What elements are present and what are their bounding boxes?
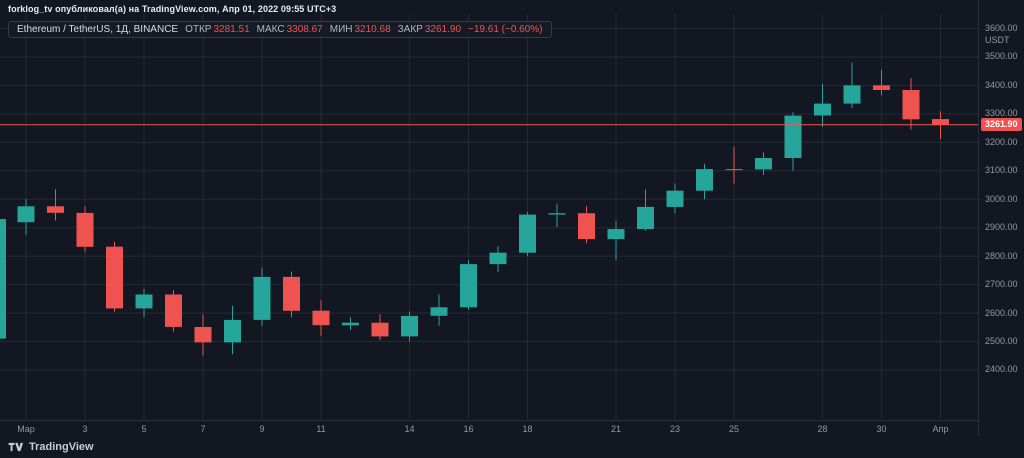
last-price-tag: 3261.90 bbox=[981, 117, 1022, 131]
ohlc-close: ЗАКР 3261.90 bbox=[398, 24, 461, 35]
candle-body bbox=[135, 294, 153, 309]
publish-info: forklog_tv опубликовал(а) на TradingView… bbox=[8, 4, 337, 14]
time-axis-label: 18 bbox=[522, 424, 533, 434]
price-axis-label: 2800.00 bbox=[985, 250, 1018, 261]
price-axis-label: 2600.00 bbox=[985, 307, 1018, 318]
candle-body bbox=[283, 276, 300, 311]
time-axis-label: 23 bbox=[669, 424, 681, 434]
time-axis-label: Апр bbox=[932, 424, 949, 434]
low-value: 3210.68 bbox=[354, 24, 391, 35]
header-bar: forklog_tv опубликовал(а) на TradingView… bbox=[0, 0, 1024, 16]
high-value: 3308.67 bbox=[286, 24, 323, 35]
price-axis-label: 2500.00 bbox=[985, 335, 1018, 346]
tradingview-logo-text: TradingView bbox=[29, 441, 94, 453]
price-axis-label: 2700.00 bbox=[985, 279, 1018, 290]
candle-body bbox=[47, 206, 64, 213]
candle-body bbox=[519, 214, 536, 253]
candle-body bbox=[224, 319, 241, 343]
candle-body bbox=[843, 85, 861, 104]
time-axis[interactable]: Мар 3 5 7 9 11 14 16 18 21 23 25 28 30 Апр bbox=[0, 420, 1024, 436]
candle-body bbox=[873, 85, 890, 90]
price-axis-label: 3300.00 bbox=[985, 108, 1018, 119]
candle-body bbox=[607, 229, 625, 240]
time-axis-label: 11 bbox=[316, 424, 326, 434]
time-axis-label: 5 bbox=[141, 424, 147, 434]
time-axis-label: 9 bbox=[259, 424, 265, 434]
price-axis[interactable]: USDT 3261.90 3600.00 3500.00 3400.00 3300.0… bbox=[978, 0, 1024, 436]
candle-body bbox=[637, 206, 654, 230]
candle-body bbox=[371, 322, 389, 337]
candle-body bbox=[755, 158, 772, 170]
candle-body bbox=[312, 310, 330, 326]
tradingview-logo[interactable]: TradingView bbox=[8, 441, 94, 453]
open-value: 3281.51 bbox=[213, 24, 250, 35]
symbol-legend: Ethereum / TetherUS, 1Д, BINANCE ОТКР 32… bbox=[8, 21, 552, 38]
time-axis-label: 16 bbox=[463, 424, 474, 434]
candle-body bbox=[784, 115, 802, 158]
candle-body bbox=[401, 315, 418, 337]
time-axis-label: 30 bbox=[876, 424, 887, 434]
high-label: МАКС bbox=[256, 24, 285, 35]
price-axis-unit: USDT bbox=[985, 34, 1010, 45]
footer-bar: TradingView bbox=[0, 436, 1024, 458]
candle-body bbox=[460, 264, 477, 308]
low-label: МИН bbox=[329, 24, 353, 35]
price-axis-label: 3100.00 bbox=[985, 165, 1018, 176]
candle-body bbox=[17, 206, 35, 223]
candle-body bbox=[342, 322, 359, 326]
time-axis-label: 25 bbox=[728, 424, 740, 434]
candle-body bbox=[725, 169, 743, 171]
candle-body bbox=[548, 213, 566, 215]
change-value: −19.61 (−0.60%) bbox=[468, 24, 543, 35]
symbol-title: Ethereum / TetherUS, 1Д, BINANCE bbox=[17, 24, 179, 35]
partial-candle bbox=[0, 219, 6, 339]
candle-body bbox=[902, 90, 920, 120]
candle-body bbox=[430, 307, 448, 316]
tradingview-logo-icon bbox=[8, 442, 24, 452]
candle-body bbox=[76, 212, 94, 247]
candle-body bbox=[194, 327, 212, 343]
candle-body bbox=[696, 169, 713, 191]
price-axis-label: 3500.00 bbox=[985, 51, 1018, 62]
time-axis-label: Мар bbox=[17, 424, 35, 434]
candle-body bbox=[253, 276, 271, 320]
ohlc-low: МИН 3210.68 bbox=[330, 24, 391, 35]
time-axis-label: 21 bbox=[610, 424, 622, 434]
candle-body bbox=[578, 213, 595, 240]
candle-body bbox=[165, 294, 182, 327]
price-axis-label: 3000.00 bbox=[985, 193, 1018, 204]
time-axis-label: 28 bbox=[817, 424, 828, 434]
price-axis-label: 3600.00 bbox=[985, 23, 1018, 33]
candle-body bbox=[666, 190, 684, 207]
price-axis-label: 2900.00 bbox=[985, 222, 1018, 233]
price-axis-label: 2400.00 bbox=[985, 364, 1018, 375]
price-axis-label: 3400.00 bbox=[985, 79, 1018, 90]
candle-body bbox=[932, 119, 949, 125]
price-axis-label: 3200.00 bbox=[985, 136, 1018, 147]
open-label: ОТКР bbox=[185, 24, 212, 35]
candle-body bbox=[489, 252, 507, 265]
candle-body bbox=[106, 246, 123, 309]
time-axis-label: 7 bbox=[200, 424, 206, 434]
close-label: ЗАКР bbox=[397, 24, 423, 35]
ohlc-open: ОТКР 3281.51 bbox=[185, 24, 250, 35]
ohlc-high: МАКС 3308.67 bbox=[257, 24, 323, 35]
time-axis-label: 3 bbox=[82, 424, 88, 434]
candlestick-chart[interactable] bbox=[0, 0, 978, 458]
time-axis-label: 14 bbox=[404, 424, 415, 434]
candle-body bbox=[814, 103, 831, 116]
close-value: 3261.90 bbox=[424, 24, 462, 35]
